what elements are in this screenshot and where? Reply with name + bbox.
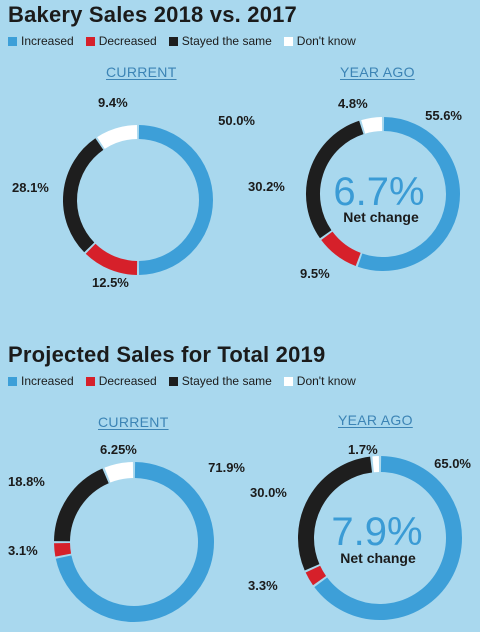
slice-label-same: 30.2% [248,179,285,194]
legend-label: Stayed the same [181,34,272,48]
net-change-label: Net change [340,550,416,566]
slice-label-increased: 55.6% [425,108,462,123]
legend-swatch-same [168,376,178,386]
current-label: CURRENT [98,414,169,430]
donut-slice-same [306,120,364,239]
donut-slice-increased [314,456,462,620]
donut-slice-increased [138,125,213,275]
legend-item-decreased: Decreased [85,374,157,388]
donut-projected-year-ago: 65.0% 3.3% 30.0% 1.7% [248,442,471,620]
net-change-label: Net change [343,209,419,225]
legend-item-dont-know: Don't know [283,34,356,48]
legend-item-increased: Increased [8,374,74,388]
legend-label: Increased [21,374,74,388]
slice-label-increased: 65.0% [434,456,471,471]
donut-slice-decreased [54,542,72,557]
legend-item-increased: Increased [8,34,74,48]
slice-label-decreased: 12.5% [92,275,129,290]
legend-item-decreased: Decreased [85,34,157,48]
slice-label-increased: 71.9% [208,460,245,475]
legend-swatch-dont-know [283,376,293,386]
legend-label: Don't know [296,34,356,48]
donut-slice-decreased [85,243,138,275]
legend-swatch-increased [8,376,17,386]
donut-slice-dont-know [361,117,383,134]
legend-swatch-decreased [85,376,95,386]
legend-label: Decreased [98,374,157,388]
donut-slice-increased [55,462,214,622]
donut-slice-same [298,456,373,571]
donut-slice-dont-know [104,462,134,483]
donut-projected-current: 71.9% 3.1% 18.8% 6.25% [8,442,245,622]
slice-label-dont-know: 9.4% [98,95,128,110]
slice-label-decreased: 9.5% [300,266,330,281]
legend-swatch-decreased [85,36,95,46]
slice-label-same: 30.0% [250,485,287,500]
legend-swatch-same [168,36,178,46]
legend: Increased Decreased Stayed the same Don'… [8,374,356,388]
legend-item-dont-know: Don't know [283,374,356,388]
year-ago-label: YEAR AGO [338,412,413,428]
donut-slice-same [54,468,109,542]
net-change-value: 6.7% [333,170,424,214]
legend: Increased Decreased Stayed the same Don'… [8,34,356,48]
slice-label-decreased: 3.1% [8,543,38,558]
legend-item-same: Stayed the same [168,34,272,48]
legend-label: Stayed the same [181,374,272,388]
donut-slice-dont-know [97,125,138,150]
section-bakery-sales: Bakery Sales 2018 vs. 2017 Increased Dec… [8,2,415,80]
net-change-value: 7.9% [331,510,422,554]
slice-label-increased: 50.0% [218,113,255,128]
legend-swatch-dont-know [283,36,293,46]
slice-label-same: 18.8% [8,474,45,489]
legend-label: Don't know [296,374,356,388]
legend-label: Increased [21,34,74,48]
section-projected-sales: Projected Sales for Total 2019 Increased… [0,340,480,632]
section-title: Bakery Sales 2018 vs. 2017 [8,2,297,27]
donut-bakery-current: 50.0% 12.5% 28.1% 9.4% [12,95,255,290]
slice-label-same: 28.1% [12,180,49,195]
legend-label: Decreased [98,34,157,48]
donut-slice-same [63,138,104,253]
legend-swatch-increased [8,36,17,46]
slice-label-dont-know: 4.8% [338,96,368,111]
donut-slice-decreased [305,565,327,586]
year-ago-label: YEAR AGO [340,64,415,80]
section-title: Projected Sales for Total 2019 [8,342,326,367]
donut-slice-decreased [321,231,361,266]
slice-label-dont-know: 6.25% [100,442,137,457]
legend-item-same: Stayed the same [168,374,272,388]
slice-label-dont-know: 1.7% [348,442,378,457]
donut-bakery-year-ago: 55.6% 9.5% 30.2% 4.8% [248,96,462,281]
donut-slice-increased [357,117,460,271]
current-label: CURRENT [106,64,177,80]
slice-label-decreased: 3.3% [248,578,278,593]
